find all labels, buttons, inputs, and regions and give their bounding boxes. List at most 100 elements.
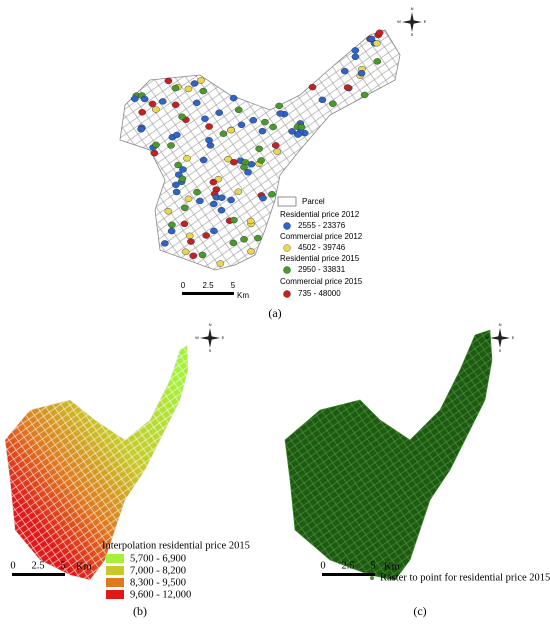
price-point xyxy=(258,127,267,135)
price-point xyxy=(261,118,269,126)
price-point xyxy=(275,102,283,110)
compass-label: N xyxy=(411,6,414,11)
compass-label: E xyxy=(512,335,515,340)
price-point xyxy=(181,248,190,255)
scale-bar: 0 2.5 5 Km xyxy=(181,281,250,300)
scale-label: 5 xyxy=(370,560,375,571)
price-point xyxy=(199,87,208,95)
price-point xyxy=(130,95,139,102)
price-point xyxy=(259,194,267,202)
panel-a: N E S W Parcel Residential price 2012 25… xyxy=(119,6,427,320)
legend-title: Residential price 2015 xyxy=(280,254,360,263)
price-point xyxy=(171,101,180,109)
price-point xyxy=(375,29,384,36)
price-point xyxy=(230,216,238,224)
price-point xyxy=(168,221,176,229)
price-point xyxy=(152,141,160,149)
price-point xyxy=(152,106,160,113)
price-point xyxy=(230,159,238,166)
price-point xyxy=(373,58,382,65)
price-point xyxy=(210,200,218,208)
scale-line xyxy=(12,573,65,576)
price-point xyxy=(240,236,248,243)
panel-b: N E S W Interpolation residential price … xyxy=(4,322,250,618)
price-point xyxy=(179,166,187,173)
price-point xyxy=(288,128,296,135)
legend-swatch xyxy=(106,566,124,575)
compass-label: S xyxy=(209,348,212,353)
compass-arrow xyxy=(200,336,220,340)
compass-arrow xyxy=(402,20,422,24)
price-point xyxy=(183,155,191,162)
compass-label: W xyxy=(485,335,489,340)
price-point xyxy=(150,149,159,157)
price-point xyxy=(276,110,285,117)
legend-swatch xyxy=(106,578,124,587)
price-points xyxy=(130,29,384,267)
price-point xyxy=(255,145,263,152)
legend-swatch xyxy=(283,222,291,230)
legend-label: 5,700 - 6,900 xyxy=(130,553,186,564)
legend-label: 8,300 - 9,500 xyxy=(130,577,186,588)
price-point xyxy=(229,94,238,102)
price-point xyxy=(229,239,238,247)
price-point xyxy=(351,47,360,54)
price-point xyxy=(171,84,180,92)
price-point xyxy=(217,194,226,201)
compass-label: S xyxy=(499,348,502,353)
price-point xyxy=(254,234,262,242)
legend-label: 4502 - 39746 xyxy=(298,243,346,252)
scale-bar: 0 2.5 5 Km xyxy=(320,560,400,576)
price-point xyxy=(180,220,189,228)
price-point xyxy=(148,100,157,108)
legend-swatch xyxy=(283,290,291,298)
price-point xyxy=(340,67,349,75)
price-point xyxy=(140,95,149,103)
price-point xyxy=(237,121,246,129)
scale-line xyxy=(182,292,234,295)
scale-unit: Km xyxy=(76,561,92,572)
price-point xyxy=(190,80,199,87)
scale-label: 5 xyxy=(60,560,65,571)
compass-arrow xyxy=(490,336,510,340)
price-point xyxy=(137,126,145,133)
price-point xyxy=(269,123,277,131)
price-point xyxy=(215,109,223,116)
scale-label: 2.5 xyxy=(31,560,44,571)
price-point xyxy=(234,106,243,114)
scale-label: 2.5 xyxy=(202,281,214,290)
price-point xyxy=(217,207,226,214)
price-point xyxy=(367,35,376,43)
price-point xyxy=(164,208,173,215)
price-point xyxy=(205,123,213,130)
price-point xyxy=(197,77,205,84)
legend-label: 7,000 - 8,200 xyxy=(130,565,186,576)
price-point xyxy=(351,53,360,60)
compass-label: E xyxy=(222,335,225,340)
price-point xyxy=(192,99,201,107)
price-point xyxy=(216,260,225,267)
legend-swatch xyxy=(283,266,291,274)
scale-bar: 0 2.5 5 Km xyxy=(10,560,92,576)
price-point xyxy=(247,248,255,255)
price-point xyxy=(184,195,193,202)
price-point xyxy=(268,191,276,198)
legend-label: Raster to point for residential price 20… xyxy=(380,572,550,583)
price-point xyxy=(193,188,201,196)
scale-label: 0 xyxy=(320,560,325,571)
price-point xyxy=(373,40,381,47)
price-point xyxy=(246,217,255,225)
price-point xyxy=(329,100,337,107)
price-point xyxy=(202,232,210,239)
legend-swatch xyxy=(106,554,124,563)
street-network xyxy=(285,330,492,580)
price-point xyxy=(240,164,248,171)
price-point xyxy=(185,232,194,240)
price-point xyxy=(196,197,204,205)
price-point xyxy=(198,251,207,259)
legend-swatch xyxy=(370,576,374,580)
legend-title: Commercial price 2012 xyxy=(280,232,363,241)
price-point xyxy=(172,188,181,196)
compass-label: E xyxy=(424,19,427,24)
price-point xyxy=(205,137,213,144)
